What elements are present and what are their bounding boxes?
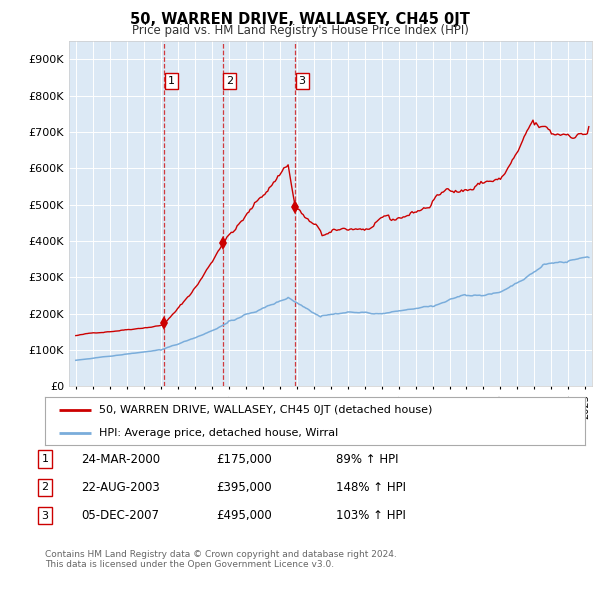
Text: 89% ↑ HPI: 89% ↑ HPI	[336, 453, 398, 466]
Text: 3: 3	[41, 511, 49, 520]
Text: 24-MAR-2000: 24-MAR-2000	[81, 453, 160, 466]
Text: 103% ↑ HPI: 103% ↑ HPI	[336, 509, 406, 522]
Text: 1: 1	[41, 454, 49, 464]
Text: 22-AUG-2003: 22-AUG-2003	[81, 481, 160, 494]
Text: 2: 2	[226, 76, 233, 86]
Text: £395,000: £395,000	[216, 481, 272, 494]
Text: 3: 3	[299, 76, 305, 86]
Text: 50, WARREN DRIVE, WALLASEY, CH45 0JT (detached house): 50, WARREN DRIVE, WALLASEY, CH45 0JT (de…	[99, 405, 433, 415]
Text: 148% ↑ HPI: 148% ↑ HPI	[336, 481, 406, 494]
Text: £495,000: £495,000	[216, 509, 272, 522]
Text: 50, WARREN DRIVE, WALLASEY, CH45 0JT: 50, WARREN DRIVE, WALLASEY, CH45 0JT	[130, 12, 470, 27]
Text: HPI: Average price, detached house, Wirral: HPI: Average price, detached house, Wirr…	[99, 428, 338, 438]
Text: 2: 2	[41, 483, 49, 492]
Text: £175,000: £175,000	[216, 453, 272, 466]
Text: 1: 1	[168, 76, 175, 86]
Text: 05-DEC-2007: 05-DEC-2007	[81, 509, 159, 522]
Text: Contains HM Land Registry data © Crown copyright and database right 2024.
This d: Contains HM Land Registry data © Crown c…	[45, 550, 397, 569]
Text: Price paid vs. HM Land Registry's House Price Index (HPI): Price paid vs. HM Land Registry's House …	[131, 24, 469, 37]
